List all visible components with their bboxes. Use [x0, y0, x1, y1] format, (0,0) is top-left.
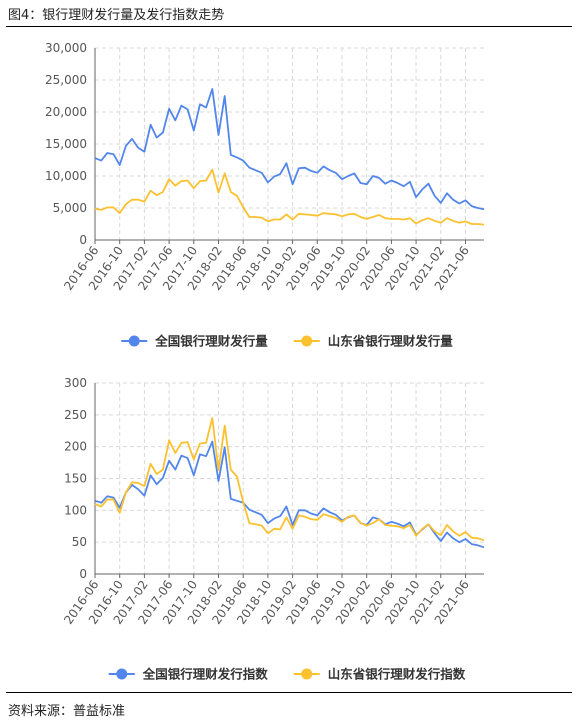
y-tick-label: 0	[79, 567, 87, 581]
legend-marker	[128, 335, 140, 347]
y-tick-label: 300	[64, 376, 87, 390]
issuance-index-chart: 0501001502002503002016-062016-102017-022…	[61, 376, 485, 682]
y-tick-label: 200	[64, 440, 87, 454]
source-note: 资料来源：普益标准	[8, 704, 126, 719]
legend: 全国银行理财发行指数 山东省银行理财发行指数	[108, 667, 466, 682]
y-tick-label: 150	[64, 472, 87, 486]
y-tick-label: 5,000	[53, 201, 87, 215]
y-tick-label: 20,000	[45, 105, 87, 119]
legend-label: 山东省银行理财发行量	[328, 334, 454, 349]
series-line-national	[94, 88, 485, 211]
legend-marker	[116, 668, 128, 680]
legend-label: 全国银行理财发行指数	[142, 667, 269, 682]
y-tick-label: 30,000	[45, 41, 87, 55]
legend: 全国银行理财发行量 山东省银行理财发行量	[121, 334, 453, 349]
y-tick-label: 10,000	[45, 169, 87, 183]
bottom-rule	[6, 692, 572, 693]
series-line-shandong	[94, 417, 485, 542]
figure-title: 图4：银行理财发行量及发行指数走势	[8, 8, 225, 23]
y-tick-label: 250	[64, 408, 87, 422]
series-line-national	[94, 440, 485, 549]
series-line-shandong	[94, 168, 485, 226]
y-tick-label: 25,000	[45, 73, 87, 87]
y-tick-label: 50	[72, 535, 87, 549]
issuance-volume-chart: 05,00010,00015,00020,00025,00030,0002016…	[45, 41, 485, 349]
legend-label: 全国银行理财发行量	[154, 334, 268, 349]
y-tick-label: 15,000	[45, 137, 87, 151]
top-rule	[6, 26, 572, 27]
y-tick-label: 100	[64, 503, 87, 517]
legend-marker	[301, 335, 313, 347]
legend-marker	[301, 668, 313, 680]
legend-label: 山东省银行理财发行指数	[328, 667, 466, 682]
y-tick-label: 0	[79, 233, 87, 247]
